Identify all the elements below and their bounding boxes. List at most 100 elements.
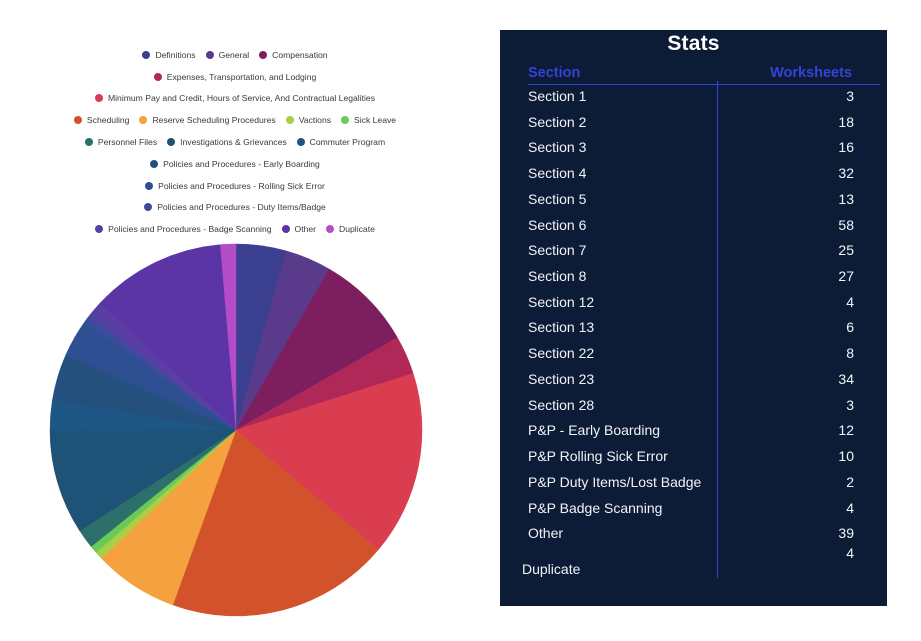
legend-swatch (142, 50, 151, 59)
pie-slice (172, 429, 379, 617)
table-row: P&P - Early Boarding 12 (528, 422, 854, 446)
table-row: Section 4 32 (528, 165, 854, 189)
legend-label: Duplicate (339, 224, 375, 235)
legend-item: Investigations & Grievances (167, 137, 287, 147)
legend-label: Policies and Procedures - Badge Scanning (108, 224, 272, 235)
row-section-label: P&P Badge Scanning (528, 499, 663, 516)
row-worksheets-value: 4 (846, 499, 854, 516)
legend-swatch (326, 225, 335, 234)
row-worksheets-value: 32 (838, 165, 854, 182)
row-section-label: Section 3 (528, 139, 587, 156)
row-worksheets-value: 34 (838, 370, 854, 387)
table-row: Section 8 27 (528, 268, 854, 292)
legend-item: Scheduling (73, 115, 130, 126)
row-worksheets-value: 4 (846, 293, 854, 310)
table-row: Section 3 16 (528, 139, 854, 163)
legend-row: Policies and Procedures - Rolling Sick E… (145, 175, 325, 197)
legend-item: Minimum Pay and Credit, Hours of Service… (94, 93, 375, 104)
stats-title: Stats (667, 32, 720, 55)
legend-label: Other (294, 224, 317, 235)
legend-label: Investigations & Grievances (180, 137, 287, 148)
legend-label: Scheduling (86, 115, 130, 126)
legend-item: Duplicate (326, 224, 375, 234)
row-section-label: Section 4 (528, 165, 587, 182)
table-row: Section 5 13 (528, 191, 854, 215)
table-row: Section 2 18 (528, 114, 854, 138)
table-row: Section 23 34 (528, 371, 854, 395)
row-section-label: P&P Duty Items/Lost Badge (528, 473, 702, 490)
row-section-label: Section 22 (528, 345, 595, 362)
row-worksheets-value: 58 (838, 216, 854, 233)
row-worksheets-value: 39 (838, 525, 854, 542)
legend-swatch (153, 72, 162, 81)
legend-item: Personnel Files (84, 137, 157, 147)
column-divider (717, 81, 718, 578)
row-section-label: Section 5 (528, 190, 587, 207)
legend-label: Minimum Pay and Credit, Hours of Service… (107, 93, 375, 104)
legend-swatch (285, 116, 294, 125)
legend-row: Personnel Files Investigations & Grievanc… (84, 131, 386, 153)
legend-label: Reserve Scheduling Procedures (152, 115, 276, 126)
table-row: Section 28 3 (528, 397, 854, 421)
table-row: Duplicate 4 (522, 545, 854, 581)
legend-item: Policies and Procedures - Badge Scanning (95, 224, 272, 235)
legend-label: General (218, 49, 250, 60)
legend-swatch (281, 225, 290, 234)
legend-row: Definitions General Compensation (142, 44, 328, 66)
column-header-worksheets: Worksheets (770, 65, 852, 81)
row-worksheets-value: 27 (838, 268, 854, 285)
column-header-section: Section (528, 65, 581, 81)
legend-swatch (259, 50, 268, 59)
legend-swatch (73, 116, 82, 125)
legend-swatch (139, 116, 148, 125)
pie-slice (220, 243, 237, 431)
table-row: Section 13 6 (528, 319, 854, 343)
legend-item: Sick Leave (341, 115, 396, 125)
legend-item: Commuter Program (296, 137, 386, 148)
legend-item: Policies and Procedures - Early Boarding (150, 159, 320, 169)
legend-swatch (84, 138, 93, 147)
legend-label: Commuter Program (309, 137, 386, 148)
table-row: P&P Badge Scanning 4 (528, 500, 854, 524)
row-section-label: Section 2 (528, 113, 587, 130)
table-row: Section 7 25 (528, 242, 854, 266)
legend-label: Vactions (298, 115, 332, 126)
legend-item: Expenses, Transportation, and Lodging (153, 71, 317, 82)
row-worksheets-value: 2 (846, 473, 854, 490)
pie-slice (235, 268, 398, 431)
legend-label: Compensation (272, 49, 328, 60)
legend-row: Policies and Procedures - Badge Scanning… (95, 218, 375, 240)
legend-item: Reserve Scheduling Procedures (139, 115, 276, 126)
row-worksheets-value: 10 (838, 448, 854, 465)
legend-row: Minimum Pay and Credit, Hours of Service… (94, 88, 375, 110)
legend-item: Compensation (259, 49, 328, 60)
row-worksheets-value: 25 (838, 242, 854, 259)
row-section-label: Other (528, 525, 564, 542)
row-worksheets-value: 12 (838, 422, 854, 439)
row-section-label: Duplicate (522, 560, 581, 577)
legend-item: Policies and Procedures - Duty Items/Bad… (144, 202, 326, 212)
legend-item: Other (281, 224, 317, 235)
table-row: Other 39 (528, 525, 854, 549)
legend-label: Policies and Procedures - Rolling Sick E… (158, 180, 325, 191)
row-section-label: P&P - Early Boarding (528, 422, 661, 439)
legend-row: Expenses, Transportation, and Lodging (153, 66, 317, 88)
row-worksheets-value: 3 (846, 396, 854, 413)
legend-swatch (150, 159, 159, 168)
row-section-label: Section 7 (528, 242, 587, 259)
pie-slice (235, 372, 423, 550)
row-section-label: Section 8 (528, 268, 587, 285)
legend-row: Policies and Procedures - Duty Items/Bad… (144, 197, 326, 219)
row-section-label: Section 12 (528, 293, 595, 310)
stats-panel: Stats Section Worksheets Section 1 3 Secti… (500, 30, 887, 606)
row-worksheets-value: 4 (846, 544, 854, 561)
row-section-label: Section 23 (528, 370, 595, 387)
legend-label: Expenses, Transportation, and Lodging (166, 71, 317, 82)
row-worksheets-value: 8 (846, 345, 854, 362)
row-section-label: Section 13 (528, 319, 595, 336)
row-worksheets-value: 13 (838, 190, 854, 207)
legend-swatch (95, 225, 104, 234)
table-row: Section 22 8 (528, 345, 854, 369)
pie-slice (99, 244, 237, 431)
legend-row: Scheduling Reserve Scheduling Procedures V… (73, 109, 396, 131)
